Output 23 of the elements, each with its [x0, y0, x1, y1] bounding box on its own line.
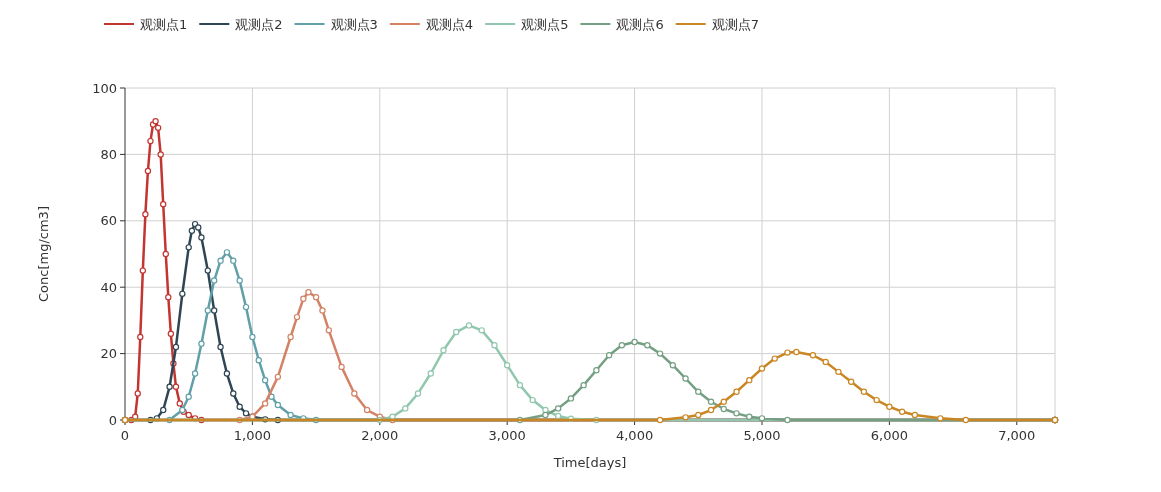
x-axis-title: Time[days] [552, 455, 627, 470]
legend-label: 观测点1 [140, 17, 188, 32]
y-tick-label: 60 [100, 213, 117, 229]
x-tick-label: 7,000 [998, 428, 1036, 443]
legend-label: 观测点6 [616, 17, 664, 32]
x-tick-label: 3,000 [488, 428, 526, 443]
y-tick-label: 40 [100, 279, 117, 295]
x-tick-label: 0 [120, 428, 130, 443]
y-tick-label: 100 [92, 80, 117, 96]
y-tick-label: 20 [100, 346, 117, 362]
x-tick-label: 5,000 [743, 428, 781, 443]
x-tick-label: 4,000 [615, 428, 654, 443]
legend-label: 观测点4 [425, 17, 474, 32]
legend-label: 观测点3 [330, 17, 378, 32]
legend-label: 观测点2 [235, 17, 283, 32]
y-tick-label: 0 [108, 412, 117, 428]
x-tick-label: 6,000 [870, 428, 908, 443]
legend-label: 观测点7 [711, 17, 759, 32]
y-tick-label: 80 [100, 146, 117, 162]
x-tick-label: 1,000 [233, 428, 272, 443]
y-axis-title: Conc[mg/cm3] [36, 206, 51, 302]
x-tick-label: 2,000 [361, 428, 399, 443]
legend-label: 观测点5 [521, 17, 569, 32]
